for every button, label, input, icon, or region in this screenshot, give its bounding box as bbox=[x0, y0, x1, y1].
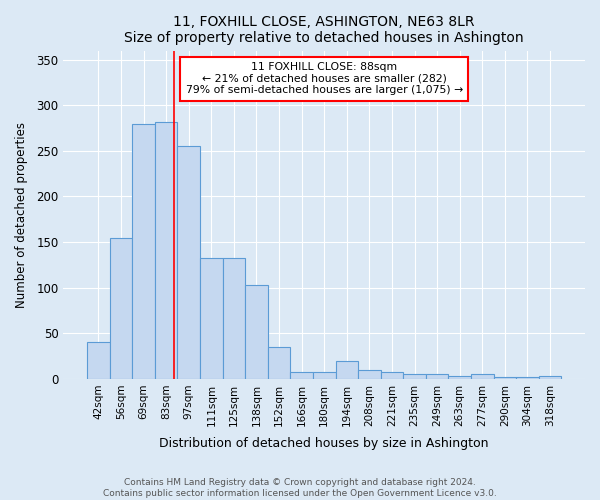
Bar bbox=[110, 238, 133, 379]
Bar bbox=[380, 372, 403, 379]
Bar bbox=[200, 258, 223, 379]
Bar bbox=[87, 342, 110, 379]
X-axis label: Distribution of detached houses by size in Ashington: Distribution of detached houses by size … bbox=[160, 437, 489, 450]
Bar bbox=[539, 376, 561, 379]
Bar bbox=[403, 374, 426, 379]
Bar bbox=[471, 374, 494, 379]
Text: 11 FOXHILL CLOSE: 88sqm
← 21% of detached houses are smaller (282)
79% of semi-d: 11 FOXHILL CLOSE: 88sqm ← 21% of detache… bbox=[185, 62, 463, 95]
Bar bbox=[516, 377, 539, 379]
Bar bbox=[178, 146, 200, 379]
Bar bbox=[313, 372, 335, 379]
Y-axis label: Number of detached properties: Number of detached properties bbox=[15, 122, 28, 308]
Title: 11, FOXHILL CLOSE, ASHINGTON, NE63 8LR
Size of property relative to detached hou: 11, FOXHILL CLOSE, ASHINGTON, NE63 8LR S… bbox=[124, 15, 524, 45]
Bar bbox=[290, 372, 313, 379]
Bar bbox=[335, 360, 358, 379]
Bar bbox=[133, 124, 155, 379]
Bar bbox=[358, 370, 380, 379]
Text: Contains HM Land Registry data © Crown copyright and database right 2024.
Contai: Contains HM Land Registry data © Crown c… bbox=[103, 478, 497, 498]
Bar bbox=[155, 122, 178, 379]
Bar bbox=[426, 374, 448, 379]
Bar bbox=[223, 258, 245, 379]
Bar bbox=[448, 376, 471, 379]
Bar bbox=[245, 285, 268, 379]
Bar bbox=[268, 347, 290, 379]
Bar bbox=[494, 377, 516, 379]
